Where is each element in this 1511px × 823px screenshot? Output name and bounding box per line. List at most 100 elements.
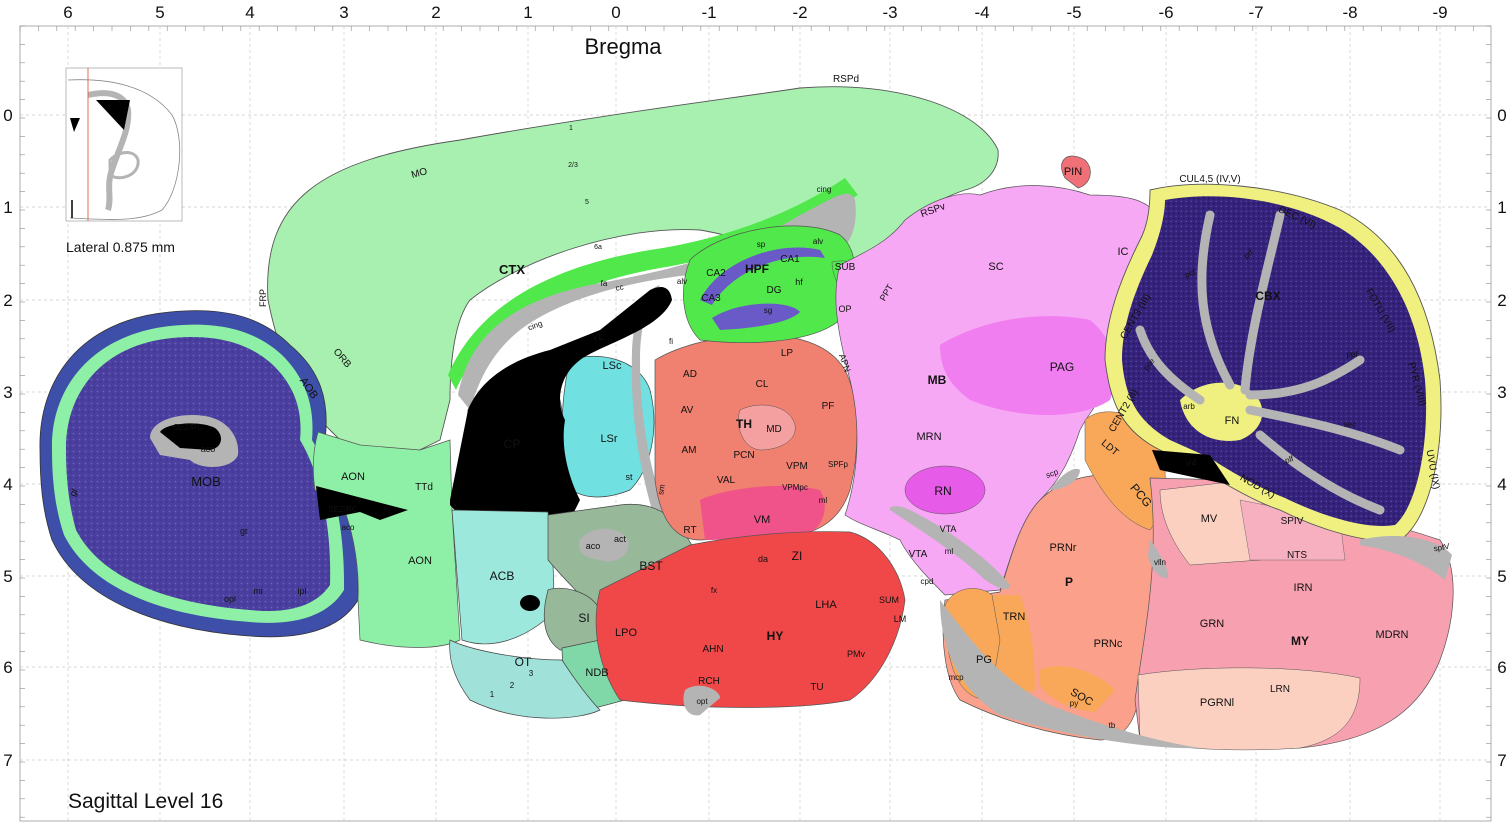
region-label-pcf: pcf xyxy=(1184,267,1198,279)
y-tick-label: 2 xyxy=(1497,291,1506,310)
region-label-cing2: cing xyxy=(817,185,832,194)
y-tick-label: 2 xyxy=(3,291,12,310)
region-label-aon1: AON xyxy=(341,471,365,483)
region-label-spfp: SPFp xyxy=(828,460,849,469)
region-label-sg: sg xyxy=(764,306,772,315)
region-label-grn: GRN xyxy=(1200,618,1225,630)
bregma-title: Bregma xyxy=(584,34,662,59)
region-label-alv1: alv xyxy=(677,277,687,286)
region-label-hpf: HPF xyxy=(745,262,769,276)
region-label-mb: MB xyxy=(928,373,947,387)
x-tick-label: -6 xyxy=(1158,3,1173,22)
x-tick-label: -8 xyxy=(1342,3,1357,22)
y-tick-label: 3 xyxy=(3,383,12,402)
region-label-sm: sm xyxy=(656,483,667,495)
x-tick-label: 6 xyxy=(63,3,72,22)
y-tick-label: 4 xyxy=(3,475,12,494)
y-tick-label: 0 xyxy=(3,106,12,125)
region-label-ad: AD xyxy=(683,369,697,380)
region-label-lpo: LPO xyxy=(615,627,637,639)
region-label-plf: plf xyxy=(1284,454,1296,466)
region-label-vpmpc: VPMpc xyxy=(782,483,808,492)
region-label-fx: fx xyxy=(711,586,717,595)
region-label-mo: MO xyxy=(410,166,429,181)
region-label-sec: sec xyxy=(1344,420,1356,429)
region-label-prnc: PRNc xyxy=(1094,638,1123,650)
region-label-mcp: mcp xyxy=(948,673,964,682)
region-label-mi: mi xyxy=(253,586,263,596)
region-label-lha: LHA xyxy=(815,599,837,611)
region-label-trn: TRN xyxy=(1003,611,1026,623)
x-tick-label: 1 xyxy=(523,3,532,22)
y-tick-label: 4 xyxy=(1497,475,1506,494)
x-tick-label: -5 xyxy=(1066,3,1081,22)
region-label-fn: FN xyxy=(1225,415,1240,427)
striatum[interactable] xyxy=(449,285,705,719)
region-label-frp: FRP xyxy=(258,289,268,307)
x-tick-label: 5 xyxy=(155,3,164,22)
region-label-arb: arb xyxy=(1183,402,1195,411)
region-label-aco3: aco xyxy=(586,541,601,551)
region-label-vlln: vlln xyxy=(1154,558,1166,567)
region-label-lm: LM xyxy=(894,614,907,624)
region-label-ot1: 1 xyxy=(490,690,495,699)
region-label-pin: PIN xyxy=(1064,166,1082,178)
midbrain[interactable] xyxy=(835,155,1161,596)
region-label-rch: RCH xyxy=(698,676,720,687)
region-label-mdrn: MDRN xyxy=(1376,629,1409,641)
region-label-sp: sp xyxy=(757,240,766,249)
region-label-hy: HY xyxy=(767,629,784,643)
cerebellum[interactable] xyxy=(1104,183,1442,542)
region-label-pag: PAG xyxy=(1050,360,1074,374)
x-tick-label: -4 xyxy=(974,3,989,22)
region-label-fi: fi xyxy=(669,337,673,346)
hypothalamus[interactable] xyxy=(595,531,906,716)
x-tick-label: 4 xyxy=(245,3,254,22)
region-label-sub: SUB xyxy=(835,262,856,273)
region-label-cbx: CBX xyxy=(1255,289,1280,303)
x-tick-label: 0 xyxy=(611,3,620,22)
region-label-alv2: alv xyxy=(813,237,823,246)
x-tick-label: -9 xyxy=(1432,3,1447,22)
region-label-ttd: TTd xyxy=(415,482,433,493)
region-label-pg: PG xyxy=(976,654,992,666)
x-tick-label: -2 xyxy=(792,3,807,22)
y-axis-left-ticks: 0 1 2 3 4 5 6 7 xyxy=(3,106,12,770)
y-tick-label: 7 xyxy=(3,751,12,770)
region-label-aco1: aco xyxy=(201,444,216,454)
region-label-sezrc2: SEZ/RC xyxy=(328,505,358,514)
region-label-pf: PF xyxy=(822,401,835,412)
region-label-aon2: AON xyxy=(408,555,432,567)
region-label-lp: LP xyxy=(781,348,794,359)
region-label-am: AM xyxy=(682,445,697,456)
region-label-sezrc1: SEZ/RC xyxy=(173,423,203,432)
olfactory-bulb[interactable] xyxy=(39,310,359,638)
y-tick-label: 5 xyxy=(1497,567,1506,586)
region-label-ca2: CA2 xyxy=(706,268,726,279)
region-label-da: da xyxy=(758,554,768,564)
region-label-vpm: VPM xyxy=(786,461,808,472)
region-label-pgrnl: PGRNl xyxy=(1200,697,1234,709)
region-label-tu: TU xyxy=(810,682,823,693)
region-label-act: act xyxy=(614,534,627,544)
aon-region[interactable] xyxy=(312,431,461,648)
region-label-op: OP xyxy=(838,304,851,314)
region-label-ca1: CA1 xyxy=(780,254,800,265)
region-label-ndb: NDB xyxy=(585,667,608,679)
region-label-cul45: CUL4,5 (IV,V) xyxy=(1179,174,1240,185)
region-label-vm: VM xyxy=(754,514,771,526)
region-label-fa: fa xyxy=(601,279,608,288)
region-label-opt: opt xyxy=(696,697,708,706)
region-label-cp: CP xyxy=(504,437,521,451)
y-tick-label: 5 xyxy=(3,567,12,586)
region-label-ot: OT xyxy=(515,655,532,669)
thalamus[interactable] xyxy=(654,334,858,541)
region-label-ml2: ml xyxy=(945,547,954,556)
region-label-spiv: SPIV xyxy=(1281,516,1304,527)
region-label-zi: ZI xyxy=(792,549,803,563)
region-label-gl: gl xyxy=(67,487,79,498)
region-label-py: py xyxy=(1070,699,1078,708)
region-label-l6a: 6a xyxy=(594,244,602,251)
x-tick-label: -1 xyxy=(701,3,716,22)
